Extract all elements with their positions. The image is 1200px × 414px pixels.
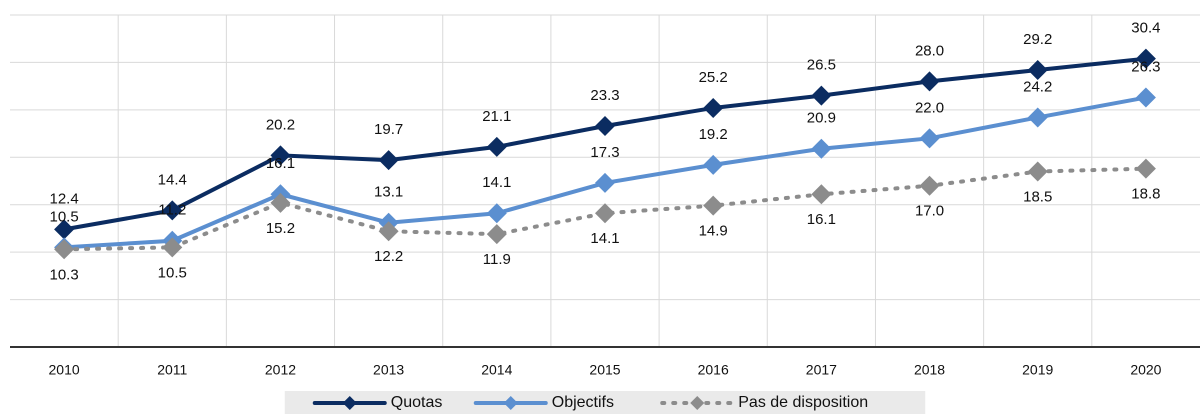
point-marker — [595, 115, 615, 136]
point-marker — [919, 71, 940, 92]
x-tick-label: 2014 — [481, 362, 512, 378]
legend-label: Quotas — [391, 394, 443, 411]
x-tick-label: 2013 — [373, 362, 404, 378]
data-label: 14.9 — [699, 223, 728, 240]
point-marker — [162, 200, 183, 221]
point-marker — [486, 224, 507, 245]
data-label: 10.3 — [49, 266, 78, 283]
line-series — [62, 166, 1148, 252]
x-tick-label: 2019 — [1022, 362, 1053, 378]
point-marker — [1027, 161, 1048, 182]
x-tick-label: 2012 — [265, 362, 296, 378]
data-label: 11.2 — [158, 202, 186, 219]
point-marker — [1027, 107, 1048, 128]
point-marker — [54, 219, 75, 240]
data-label: 30.4 — [1131, 20, 1160, 37]
x-tick-label: 2017 — [806, 362, 837, 378]
point-marker — [1135, 158, 1156, 179]
point-marker — [919, 128, 940, 149]
point-marker — [703, 97, 724, 118]
data-label: 21.1 — [482, 108, 511, 125]
point-marker — [1027, 60, 1048, 81]
data-label: 17.0 — [915, 203, 944, 220]
x-tick-label: 2018 — [914, 362, 945, 378]
data-label: 15.2 — [266, 220, 295, 237]
x-tick-label: 2020 — [1130, 362, 1161, 378]
x-tick-label: 2010 — [49, 362, 80, 378]
point-marker — [486, 136, 507, 157]
point-marker — [1135, 87, 1156, 108]
point-marker — [270, 192, 291, 213]
x-tick-label: 2015 — [589, 362, 620, 378]
point-marker — [811, 138, 832, 159]
legend-background — [284, 391, 926, 414]
point-marker — [162, 237, 183, 258]
legend-marker — [342, 396, 357, 410]
point-marker — [811, 184, 832, 205]
point-marker — [1135, 48, 1156, 69]
data-label: 10.5 — [158, 264, 187, 281]
data-label: 20.2 — [266, 116, 295, 133]
data-label: 20.9 — [807, 110, 836, 127]
data-label: 16.1 — [807, 211, 836, 228]
point-marker — [595, 172, 615, 193]
data-label: 26.5 — [807, 57, 836, 74]
data-label: 19.7 — [374, 121, 403, 138]
data-label: 28.0 — [915, 42, 944, 59]
legend-marker — [690, 396, 705, 410]
data-label: 18.8 — [1131, 186, 1160, 203]
data-label: 22.0 — [915, 99, 944, 116]
data-label: 29.2 — [1023, 31, 1052, 48]
point-marker — [703, 154, 724, 175]
point-marker — [919, 175, 940, 196]
point-marker — [486, 203, 507, 224]
legend-label: Objectifs — [552, 394, 614, 411]
point-marker — [811, 85, 832, 106]
point-marker — [54, 239, 75, 260]
data-label: 12.2 — [374, 248, 403, 265]
x-tick-label: 2016 — [698, 362, 729, 378]
point-marker — [703, 195, 724, 216]
point-marker — [378, 221, 399, 242]
data-label: 12.4 — [49, 190, 78, 207]
data-label: 13.1 — [374, 184, 403, 201]
legend-label: Pas de disposition — [738, 394, 868, 411]
point-marker — [378, 150, 399, 171]
point-marker — [270, 145, 291, 166]
data-label: 10.5 — [49, 208, 78, 225]
data-label: 17.3 — [590, 144, 619, 161]
data-label: 18.5 — [1023, 188, 1052, 205]
data-label: 23.3 — [590, 87, 619, 104]
legend-marker — [503, 396, 518, 410]
data-label: 14.1 — [590, 230, 619, 247]
data-label: 14.4 — [158, 171, 187, 188]
data-label: 26.3 — [1131, 58, 1160, 75]
data-label: 14.1 — [482, 174, 511, 191]
data-label: 24.2 — [1023, 78, 1052, 95]
data-label: 16.1 — [266, 155, 295, 172]
point-marker — [595, 203, 615, 224]
data-label: 11.9 — [483, 251, 511, 268]
data-label: 25.2 — [699, 69, 728, 86]
x-tick-label: 2011 — [157, 362, 187, 378]
data-label: 19.2 — [699, 126, 728, 143]
